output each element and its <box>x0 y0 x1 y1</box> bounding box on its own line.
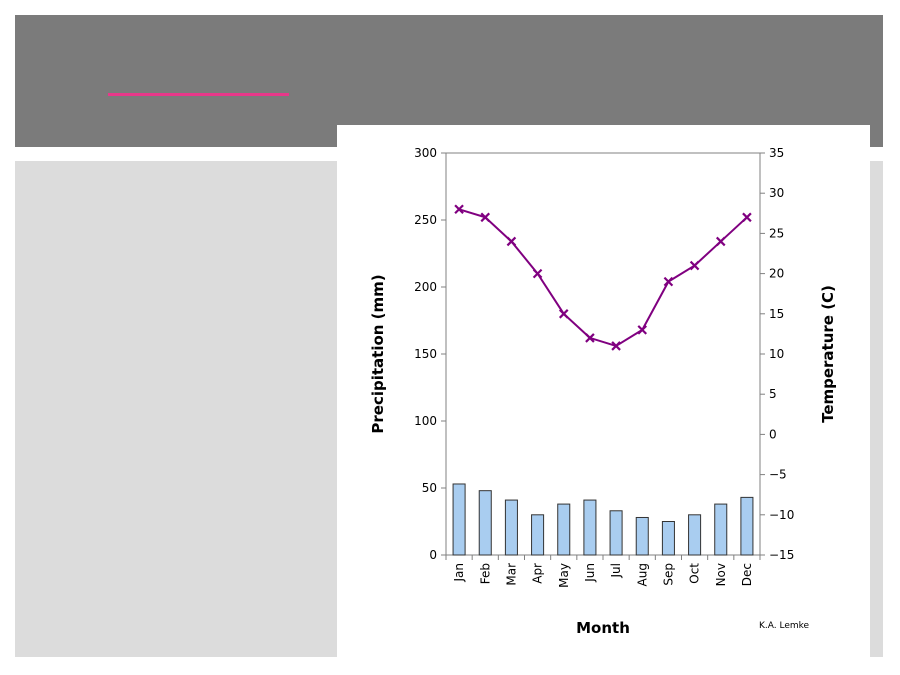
precip-bar <box>504 499 518 556</box>
x-tick-label: Apr <box>531 563 545 584</box>
precip-bar <box>635 516 649 556</box>
x-axis-title: Month <box>576 619 630 637</box>
y-right-tick-label: −10 <box>769 508 794 522</box>
y-right-tick-label: 15 <box>769 307 784 321</box>
x-tick-label: Oct <box>688 563 702 584</box>
plot-area <box>445 152 761 556</box>
y-left-tick-label: 200 <box>414 280 437 294</box>
y-right-tick-label: 20 <box>769 267 784 281</box>
y-right-tick-label: 0 <box>769 427 777 441</box>
x-tick-label: May <box>557 563 571 588</box>
x-tick-label: Sep <box>661 563 675 586</box>
y-right-tick-label: −15 <box>769 548 794 562</box>
y-right-tick-label: 10 <box>769 347 784 361</box>
temperature-point <box>611 341 621 351</box>
x-tick-label: Aug <box>635 563 649 586</box>
y-right-tick-label: −5 <box>769 468 787 482</box>
precip-bar <box>740 496 754 556</box>
climate-chart: 0 50 100 150 200 250 300 −15 −10 −5 0 5 10 15 20 25 30 35… <box>369 146 837 637</box>
precip-bar <box>583 499 597 556</box>
y-left-tick-label: 0 <box>429 548 437 562</box>
temperature-point <box>689 260 700 271</box>
temperature-point <box>637 325 648 335</box>
y-right-tick-label: 25 <box>769 226 784 240</box>
x-tick-label: Nov <box>714 563 728 586</box>
y-left-tick-label: 250 <box>414 213 437 227</box>
precip-bar <box>557 503 571 556</box>
precip-bar <box>609 510 623 556</box>
y-right-tick-label: 35 <box>769 146 784 160</box>
y-right-tick-label: 30 <box>769 186 784 200</box>
temperature-point <box>585 333 595 343</box>
y-left-tick-label: 100 <box>414 414 437 428</box>
precip-bar <box>688 514 702 556</box>
x-tick-label: Jul <box>609 563 623 578</box>
y-left-tick-label: 150 <box>414 347 437 361</box>
temperature-point <box>558 309 569 319</box>
temperature-point <box>454 204 464 215</box>
chart-card: 0 50 100 150 200 250 300 −15 −10 −5 0 5 10 15 20 25 30 35… <box>337 125 870 675</box>
temperature-point <box>742 212 752 223</box>
chart-credit: K.A. Lemke <box>759 621 810 631</box>
precip-bar <box>661 521 675 556</box>
x-tick-label: Mar <box>504 563 518 586</box>
y-axis-right-title: Temperature (C) <box>819 285 837 423</box>
precip-bar <box>452 483 466 556</box>
temperature-point <box>715 236 726 247</box>
temperature-point <box>532 268 543 279</box>
precip-bar <box>478 490 492 556</box>
y-left-tick-label: 300 <box>414 146 437 160</box>
y-left-tick-label: 50 <box>422 481 437 495</box>
x-tick-label: Jun <box>583 563 597 583</box>
precip-bar <box>714 503 728 556</box>
y-right-tick-label: 5 <box>769 387 777 401</box>
x-tick-label: Feb <box>478 563 492 584</box>
x-tick-label: Dec <box>740 563 754 586</box>
x-tick-label: Jan <box>452 563 466 583</box>
temperature-point <box>506 236 517 247</box>
temperature-point <box>480 212 491 223</box>
temperature-line <box>458 208 748 348</box>
y-axis-left-title: Precipitation (mm) <box>369 274 387 433</box>
temperature-point <box>663 276 674 287</box>
header-accent-line <box>108 93 289 96</box>
precip-bar <box>531 514 545 556</box>
